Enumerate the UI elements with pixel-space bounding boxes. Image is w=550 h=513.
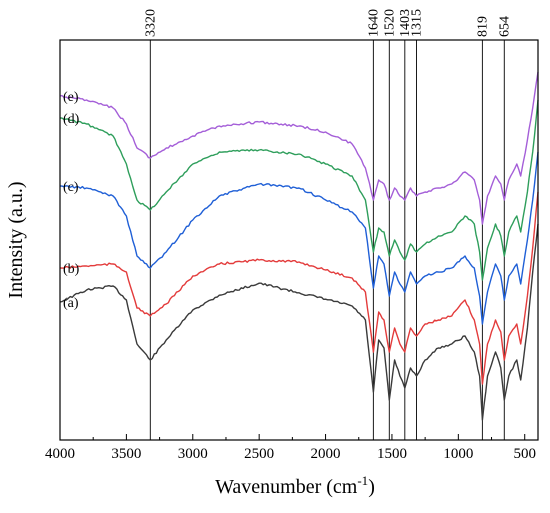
x-tick-label: 4000 bbox=[45, 446, 75, 462]
peak-label: 1520 bbox=[382, 9, 397, 37]
curve-label: (c) bbox=[63, 180, 79, 195]
series-line bbox=[59, 99, 539, 281]
series-lines bbox=[59, 71, 539, 421]
x-tick-label: 500 bbox=[513, 446, 536, 462]
reference-lines bbox=[149, 40, 505, 440]
y-axis-title: Intensity (a.u.) bbox=[5, 181, 27, 298]
x-tick-label: 2000 bbox=[311, 446, 341, 462]
x-axis-title-sup: -1 bbox=[357, 473, 368, 488]
curve-label: (e) bbox=[63, 90, 79, 105]
x-axis-title: Wavenumber (cm-1) bbox=[215, 473, 375, 498]
peak-label: 1403 bbox=[398, 9, 413, 37]
series-line bbox=[59, 71, 539, 225]
series-line bbox=[59, 151, 539, 325]
curve-label: (d) bbox=[63, 112, 80, 127]
x-tick-label: 1500 bbox=[377, 446, 407, 462]
x-axis-ticks: 4000 3500 3000 2500 2000 1500 1000 500 bbox=[45, 434, 536, 462]
peak-label: 1315 bbox=[410, 9, 425, 37]
x-tick-label: 1000 bbox=[443, 446, 473, 462]
x-tick-label: 2500 bbox=[244, 446, 274, 462]
curve-labels: (a) (b) (c) (d) (e) bbox=[63, 90, 80, 311]
plot-frame bbox=[59, 39, 539, 441]
series-line bbox=[59, 223, 539, 421]
curve-label: (b) bbox=[63, 262, 80, 277]
series-line bbox=[59, 191, 539, 385]
x-tick-label: 3500 bbox=[111, 446, 141, 462]
x-axis-title-main: Wavenumber (cm bbox=[215, 476, 358, 498]
peak-label: 1640 bbox=[366, 9, 381, 37]
x-axis-title-close: ) bbox=[368, 476, 375, 498]
x-tick-label: 3000 bbox=[178, 446, 208, 462]
peak-label: 654 bbox=[497, 16, 512, 37]
peak-label: 3320 bbox=[143, 9, 158, 37]
peak-label: 819 bbox=[475, 16, 490, 37]
curve-label: (a) bbox=[63, 296, 79, 311]
